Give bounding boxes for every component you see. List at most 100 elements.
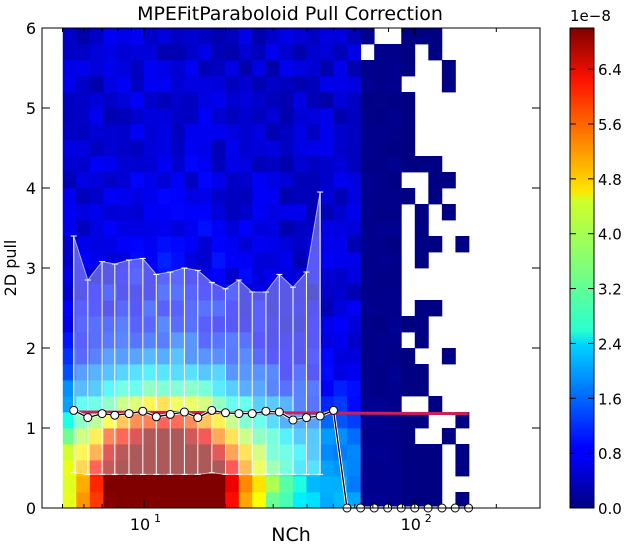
heatmap-cell <box>198 28 213 45</box>
heatmap-cell <box>211 460 226 477</box>
heatmap-cell <box>198 124 213 141</box>
heatmap-cell <box>89 188 104 205</box>
heatmap-cell <box>184 492 199 509</box>
heatmap-cell <box>76 204 91 221</box>
heatmap-cell <box>360 492 375 509</box>
heatmap-cell <box>171 252 186 269</box>
heatmap-cell <box>225 204 240 221</box>
heatmap-cell <box>89 92 104 109</box>
heatmap-cell <box>441 76 456 93</box>
heatmap-cell <box>157 460 172 477</box>
heatmap-cell <box>292 28 307 45</box>
heatmap-cell <box>116 76 131 93</box>
heatmap-cell <box>103 284 118 301</box>
heatmap-cell <box>306 124 321 141</box>
heatmap-cell <box>279 92 294 109</box>
heatmap-cell <box>265 428 280 445</box>
y-tick-label: 2 <box>26 339 36 358</box>
heatmap-cell <box>360 188 375 205</box>
heatmap-cell <box>103 268 118 285</box>
heatmap-cell <box>144 28 158 45</box>
heatmap-cell <box>76 220 91 237</box>
median-point <box>221 408 230 418</box>
heatmap-cell <box>116 172 131 189</box>
heatmap-cell <box>414 332 429 349</box>
heatmap-cell <box>360 236 375 253</box>
heatmap-cell <box>76 396 91 413</box>
heatmap-cell <box>374 428 389 445</box>
heatmap-cell <box>279 236 294 253</box>
heatmap-cell <box>157 284 172 301</box>
heatmap-cell <box>333 156 348 173</box>
heatmap-cell <box>347 156 362 173</box>
heatmap-cell <box>292 220 307 237</box>
heatmap-cell <box>130 284 145 301</box>
heatmap-cell <box>252 364 267 381</box>
heatmap-cell <box>157 252 172 269</box>
heatmap-cell <box>225 476 240 493</box>
heatmap-cell <box>292 332 307 349</box>
heatmap-cell <box>184 92 199 109</box>
heatmap-cell <box>347 396 362 413</box>
heatmap-cell <box>279 188 294 205</box>
heatmap-cell <box>238 220 253 237</box>
heatmap-cell <box>116 316 131 333</box>
heatmap-cell <box>252 268 267 285</box>
heatmap-cell <box>157 76 172 93</box>
heatmap-cell <box>252 204 267 221</box>
heatmap-cell <box>306 28 321 45</box>
colorbar-tick-label: 6.4 <box>598 61 622 79</box>
heatmap-cell <box>292 172 307 189</box>
heatmap-cell <box>116 364 131 381</box>
heatmap-cell <box>292 380 307 397</box>
heatmap-cell <box>279 412 294 429</box>
heatmap-cell <box>387 140 402 157</box>
heatmap-cell <box>347 332 362 349</box>
heatmap-cell <box>387 380 402 397</box>
heatmap-cell <box>171 76 186 93</box>
heatmap-cell <box>320 380 334 397</box>
median-point <box>83 413 93 423</box>
heatmap-cell <box>306 348 321 365</box>
heatmap-cell <box>320 236 334 253</box>
heatmap-cell <box>292 236 307 253</box>
heatmap-cell <box>103 76 118 93</box>
heatmap-cell <box>198 332 213 349</box>
heatmap-cell <box>198 220 213 237</box>
heatmap-cell <box>320 60 334 77</box>
heatmap-cell <box>292 44 307 61</box>
heatmap-cell <box>238 380 253 397</box>
heatmap-cell <box>347 220 362 237</box>
heatmap-cell <box>333 76 348 93</box>
heatmap-cell <box>157 492 172 509</box>
x-axis-ticks: 10 1 10 2 <box>62 28 497 534</box>
median-point <box>261 406 271 416</box>
heatmap-cell <box>347 204 362 221</box>
heatmap-cell <box>292 428 307 445</box>
heatmap-cell <box>144 396 158 413</box>
heatmap-cell <box>238 92 253 109</box>
heatmap-cell <box>184 284 199 301</box>
heatmap-cell <box>116 284 131 301</box>
heatmap-cell <box>306 92 321 109</box>
heatmap-cell <box>306 140 321 157</box>
heatmap-cell <box>184 428 199 445</box>
heatmap-cell <box>130 156 145 173</box>
heatmap-cell <box>225 332 240 349</box>
heatmap-cell <box>455 236 470 253</box>
heatmap-cell <box>103 380 118 397</box>
heatmap-cell <box>225 396 240 413</box>
heatmap-cell <box>292 316 307 333</box>
heatmap-cell <box>401 188 416 205</box>
heatmap-cell <box>130 252 145 269</box>
heatmap-cell <box>116 124 131 141</box>
heatmap-cell <box>211 332 226 349</box>
heatmap-cell <box>374 108 389 125</box>
heatmap-cell <box>225 140 240 157</box>
heatmap-cell <box>414 316 429 333</box>
heatmap-cell <box>238 252 253 269</box>
y-tick-label: 6 <box>26 19 36 38</box>
heatmap-cell <box>184 476 199 493</box>
heatmap-cell <box>211 348 226 365</box>
heatmap-cell <box>130 140 145 157</box>
